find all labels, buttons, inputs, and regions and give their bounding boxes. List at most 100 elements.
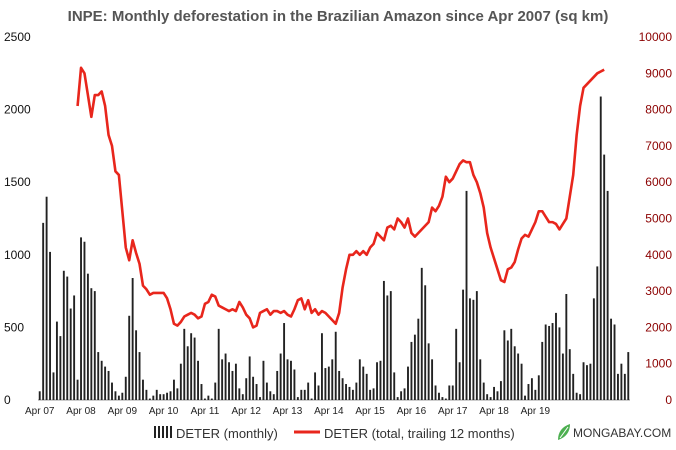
left-axis: 0 500 1000 1500 2000 2500 bbox=[4, 30, 31, 407]
bar bbox=[93, 291, 96, 400]
bar bbox=[499, 381, 502, 400]
bar bbox=[537, 375, 540, 400]
left-tick-label: 0 bbox=[4, 393, 11, 407]
bar bbox=[221, 359, 224, 400]
bar bbox=[462, 289, 465, 400]
bar bbox=[396, 397, 399, 400]
bar bbox=[444, 398, 447, 400]
bar bbox=[100, 360, 103, 400]
right-tick-label: 5000 bbox=[645, 212, 672, 226]
right-tick-label: 7000 bbox=[645, 139, 672, 153]
bar bbox=[245, 378, 248, 400]
bar bbox=[276, 370, 279, 400]
x-tick-label: Apr 17 bbox=[438, 406, 468, 417]
bar bbox=[400, 391, 403, 400]
bar bbox=[293, 369, 296, 400]
bar bbox=[66, 276, 69, 400]
bar bbox=[338, 370, 341, 400]
bar bbox=[159, 394, 162, 400]
bar bbox=[382, 280, 385, 400]
x-tick-label: Apr 08 bbox=[66, 406, 96, 417]
bar bbox=[617, 373, 619, 400]
bar bbox=[355, 382, 358, 400]
bar bbox=[413, 334, 416, 400]
bar bbox=[107, 370, 110, 400]
bar bbox=[561, 353, 564, 400]
x-tick-label: Apr 09 bbox=[108, 406, 138, 417]
bar bbox=[97, 352, 100, 400]
bar bbox=[475, 291, 478, 400]
bar bbox=[572, 373, 575, 400]
bar bbox=[179, 363, 182, 400]
left-tick-label: 2500 bbox=[4, 30, 31, 44]
right-tick-label: 3000 bbox=[645, 284, 672, 298]
bar bbox=[210, 398, 213, 400]
left-tick-label: 500 bbox=[4, 320, 24, 334]
bar bbox=[252, 376, 255, 400]
bar bbox=[372, 388, 375, 400]
bar bbox=[173, 379, 175, 400]
bar bbox=[104, 366, 107, 400]
bar bbox=[265, 382, 268, 400]
right-tick-label: 0 bbox=[665, 393, 672, 407]
bar bbox=[241, 394, 244, 400]
bar bbox=[589, 363, 592, 400]
bar bbox=[603, 154, 606, 400]
bar bbox=[86, 273, 89, 400]
bar bbox=[393, 372, 396, 400]
bar bbox=[83, 241, 86, 400]
bar bbox=[555, 312, 557, 400]
bar bbox=[410, 341, 413, 400]
bar bbox=[486, 394, 489, 400]
bar bbox=[327, 366, 330, 400]
bar bbox=[200, 384, 203, 400]
bar bbox=[424, 285, 427, 400]
bar bbox=[345, 384, 347, 400]
bar bbox=[45, 196, 48, 400]
x-tick-label: Apr 15 bbox=[355, 406, 385, 417]
bar bbox=[527, 384, 530, 400]
bar bbox=[586, 365, 588, 400]
bar bbox=[186, 346, 189, 400]
x-tick-label: Apr 18 bbox=[479, 406, 509, 417]
bar bbox=[324, 368, 327, 400]
bar bbox=[69, 308, 72, 400]
bar bbox=[510, 328, 513, 400]
bar bbox=[152, 395, 155, 400]
bar bbox=[286, 359, 289, 400]
bar bbox=[207, 395, 210, 400]
bar bbox=[300, 389, 303, 400]
right-tick-label: 6000 bbox=[645, 175, 672, 189]
bar bbox=[551, 323, 554, 400]
bar bbox=[55, 321, 58, 400]
bar bbox=[441, 397, 444, 400]
mongabay-logo: MONGABAY.COM bbox=[558, 424, 671, 440]
right-tick-label: 1000 bbox=[645, 357, 672, 371]
bar bbox=[238, 388, 241, 400]
bar bbox=[365, 373, 368, 400]
bar bbox=[362, 366, 365, 400]
bar bbox=[259, 397, 261, 400]
bar bbox=[42, 222, 45, 400]
bar bbox=[606, 190, 609, 400]
bar bbox=[155, 389, 158, 400]
trailing-12-month-line bbox=[76, 66, 605, 329]
bar bbox=[465, 190, 468, 400]
trailing-line-group bbox=[76, 66, 605, 329]
bar bbox=[348, 386, 351, 400]
bar bbox=[217, 328, 220, 400]
bar bbox=[228, 362, 230, 400]
bar bbox=[420, 267, 423, 400]
x-axis: Apr 07 Apr 08 Apr 09 Apr 10 Apr 11 Apr 12 Apr … bbox=[25, 406, 551, 417]
bar bbox=[472, 299, 475, 400]
bar bbox=[455, 328, 458, 400]
bar bbox=[334, 331, 337, 400]
bar bbox=[386, 295, 389, 400]
bar bbox=[389, 291, 392, 400]
bar bbox=[376, 362, 378, 400]
bar bbox=[52, 372, 55, 400]
x-tick-label: Apr 12 bbox=[231, 406, 261, 417]
bar bbox=[62, 270, 65, 400]
bar bbox=[224, 353, 227, 400]
bar bbox=[358, 359, 361, 400]
